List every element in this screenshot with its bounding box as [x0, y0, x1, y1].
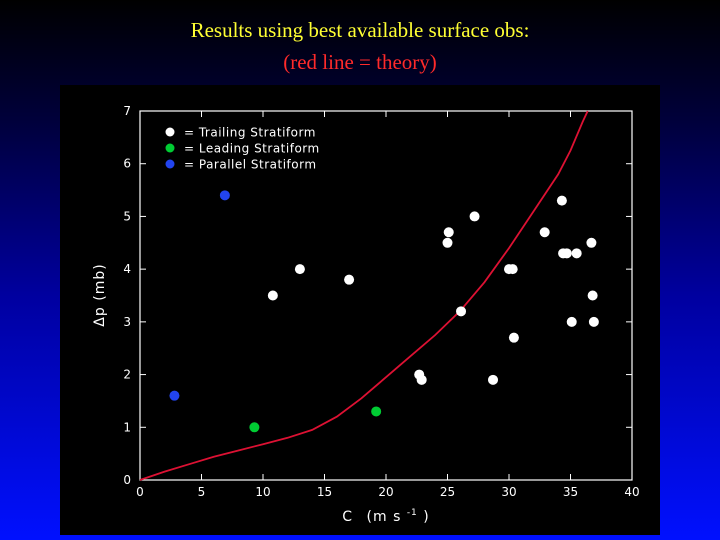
y-tick-label: 4	[123, 262, 131, 276]
trailing-point	[416, 374, 427, 385]
y-axis-label: Δp (mb)	[92, 263, 108, 326]
trailing-point	[586, 237, 597, 248]
legend-label-trailing: = Trailing Stratiform	[184, 126, 316, 140]
trailing-point	[442, 237, 453, 248]
y-tick-label: 3	[123, 315, 131, 329]
x-tick-label: 20	[378, 485, 393, 499]
y-tick-label: 6	[123, 157, 131, 171]
page-title: Results using best available surface obs…	[190, 18, 530, 42]
axis-ticks	[139, 110, 633, 481]
legend-marker-parallel	[165, 159, 175, 169]
trailing-point	[294, 264, 305, 275]
x-axis-label-units: (m s	[367, 509, 402, 525]
trailing-point	[556, 195, 567, 206]
x-tick-label: 35	[563, 485, 578, 499]
scatter-chart: 0 5 10 15 20 25 30 35 40 0 1 2 3 4 5 6 7 Δp (mb) C (m s …	[92, 104, 640, 525]
trailing-point	[344, 274, 355, 285]
data-points	[169, 190, 599, 433]
y-tick-label: 0	[123, 473, 131, 487]
trailing-point	[539, 227, 550, 238]
x-axis-label: C (m s -1 )	[342, 503, 429, 525]
legend-marker-leading	[165, 143, 175, 153]
y-tick-label: 5	[123, 209, 131, 223]
trailing-point	[508, 332, 519, 343]
x-tick-label: 25	[440, 485, 455, 499]
trailing-point	[561, 248, 572, 259]
parallel-point	[219, 190, 230, 201]
y-tick-label: 1	[123, 420, 131, 434]
x-tick-label: 30	[501, 485, 516, 499]
x-tick-label: 5	[198, 485, 206, 499]
legend-label-leading: = Leading Stratiform	[184, 142, 320, 156]
leading-point	[371, 406, 382, 417]
leading-point	[249, 422, 260, 433]
parallel-point	[169, 390, 180, 401]
trailing-point	[443, 227, 454, 238]
plot-panel: 0 5 10 15 20 25 30 35 40 0 1 2 3 4 5 6 7 Δp (mb) C (m s …	[60, 85, 660, 535]
x-axis-label-main: C	[342, 509, 353, 525]
x-tick-label: 15	[317, 485, 332, 499]
legend-marker-trailing	[165, 127, 175, 137]
x-axis-label-close: )	[423, 509, 429, 525]
trailing-point	[588, 316, 599, 327]
trailing-point	[571, 248, 582, 259]
x-tick-label: 10	[255, 485, 270, 499]
x-tick-label: 0	[136, 485, 144, 499]
legend-label-parallel: = Parallel Stratiform	[184, 158, 317, 172]
page-subtitle: (red line = theory)	[283, 50, 437, 74]
x-tick-label: 40	[624, 485, 639, 499]
y-tick-label: 2	[123, 368, 131, 382]
trailing-point	[566, 316, 577, 327]
trailing-point	[587, 290, 598, 301]
tick-labels: 0 5 10 15 20 25 30 35 40 0 1 2 3 4 5 6 7	[123, 104, 639, 499]
trailing-point	[267, 290, 278, 301]
theory-curve	[139, 110, 589, 481]
trailing-point	[507, 264, 518, 275]
trailing-point	[469, 211, 480, 222]
trailing-point	[456, 306, 467, 317]
x-axis-label-sup: -1	[407, 508, 418, 518]
y-tick-label: 7	[123, 104, 131, 118]
legend: = Trailing Stratiform = Leading Stratifor…	[165, 126, 320, 172]
trailing-point	[488, 374, 499, 385]
